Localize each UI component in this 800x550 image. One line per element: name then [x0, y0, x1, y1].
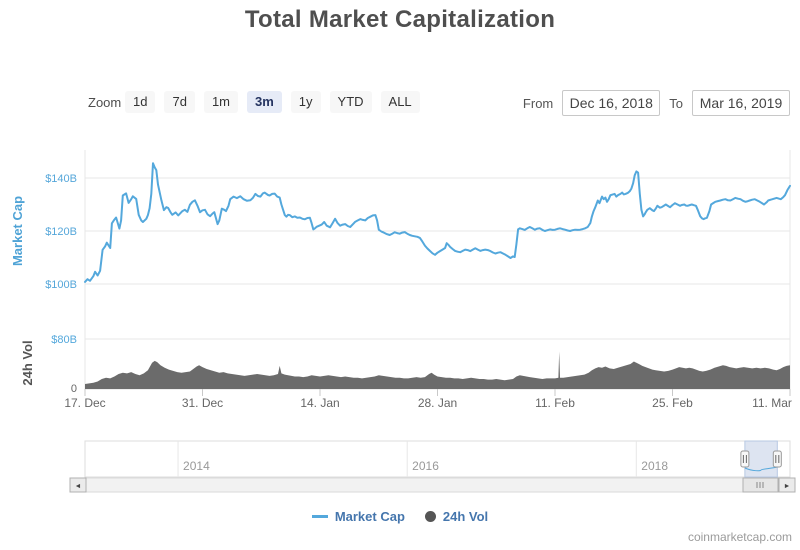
scrollbar-right-button[interactable] — [778, 477, 796, 493]
scrollbar-left-button[interactable] — [69, 477, 87, 493]
legend: Market Cap 24h Vol — [0, 509, 800, 524]
circle-marker-icon — [424, 511, 436, 522]
chart-plot-area[interactable] — [85, 150, 790, 389]
legend-label: 24h Vol — [442, 509, 489, 524]
scrollbar-right-arrow-icon: ► — [784, 483, 791, 490]
navigator-handle-left[interactable] — [740, 450, 750, 468]
navigator-year-label: 2014 — [183, 459, 210, 473]
x-axis-tick-label: 25. Feb — [652, 396, 693, 410]
y-axis-tick-label: 0 — [71, 383, 77, 395]
scrollbar-track[interactable] — [69, 477, 796, 493]
navigator-mini-series — [744, 466, 778, 472]
zoom-buttons: 1d 7d 1m 3m 1y YTD ALL — [125, 91, 420, 113]
date-range-inputs: From To — [523, 90, 790, 116]
y-axis-tick-label: $100B — [45, 279, 77, 291]
zoom-button-ytd[interactable]: YTD — [329, 91, 372, 113]
y-axis-tick-label: $120B — [45, 226, 77, 238]
navigator-handle-right[interactable] — [772, 450, 782, 468]
24h-vol-axis-title: 24h Vol — [20, 340, 35, 385]
watermark: coinmarketcap.com — [687, 530, 792, 544]
x-axis-tick-label: 11. Mar — [752, 396, 792, 410]
navigator[interactable] — [84, 440, 791, 478]
page-title: Total Market Capitalization — [244, 6, 556, 33]
y-axis-tick-label: $140B — [45, 173, 77, 185]
x-axis-tick-label: 31. Dec — [182, 396, 223, 410]
from-date-input[interactable] — [562, 90, 661, 116]
line-marker-icon — [311, 515, 328, 518]
zoom-button-1d[interactable]: 1d — [125, 91, 156, 113]
legend-item-market-cap[interactable]: Market Cap — [311, 509, 405, 524]
market-cap-axis-title: Market Cap — [10, 196, 25, 266]
legend-label: Market Cap — [334, 509, 405, 524]
x-axis-tick-label: 14. Jan — [300, 396, 339, 410]
zoom-range-label: Zoom — [88, 95, 122, 110]
navigator-selection[interactable] — [744, 440, 778, 478]
from-label: From — [522, 95, 554, 111]
scrollbar-left-arrow-icon: ◄ — [75, 483, 82, 490]
toolbar: Zoom 1d 7d 1m 3m 1y YTD ALL From To — [0, 90, 800, 116]
x-axis-tick-label: 28. Jan — [418, 396, 457, 410]
zoom-button-1y[interactable]: 1y — [290, 91, 321, 113]
navigator-year-label: 2016 — [412, 459, 439, 473]
legend-item-24h-vol[interactable]: 24h Vol — [424, 509, 489, 524]
market-cap-line-series — [84, 162, 791, 283]
x-axis-tick-label: 11. Feb — [535, 396, 575, 410]
navigator-year-label: 2018 — [641, 459, 668, 473]
to-label: To — [669, 95, 683, 111]
zoom-button-all[interactable]: ALL — [380, 91, 420, 113]
volume-area-series — [85, 351, 790, 389]
y-axis-tick-label: $80B — [51, 334, 77, 346]
zoom-button-7d[interactable]: 7d — [164, 91, 195, 113]
chart-canvas: $140B $120B $100B $80B 017. Dec 31. Dec 14. Ja… — [10, 150, 796, 493]
zoom-button-3m[interactable]: 3m — [247, 91, 282, 113]
x-axis-tick-label: 17. Dec — [64, 396, 105, 410]
to-date-input[interactable] — [692, 90, 790, 116]
zoom-button-1m[interactable]: 1m — [203, 91, 238, 113]
